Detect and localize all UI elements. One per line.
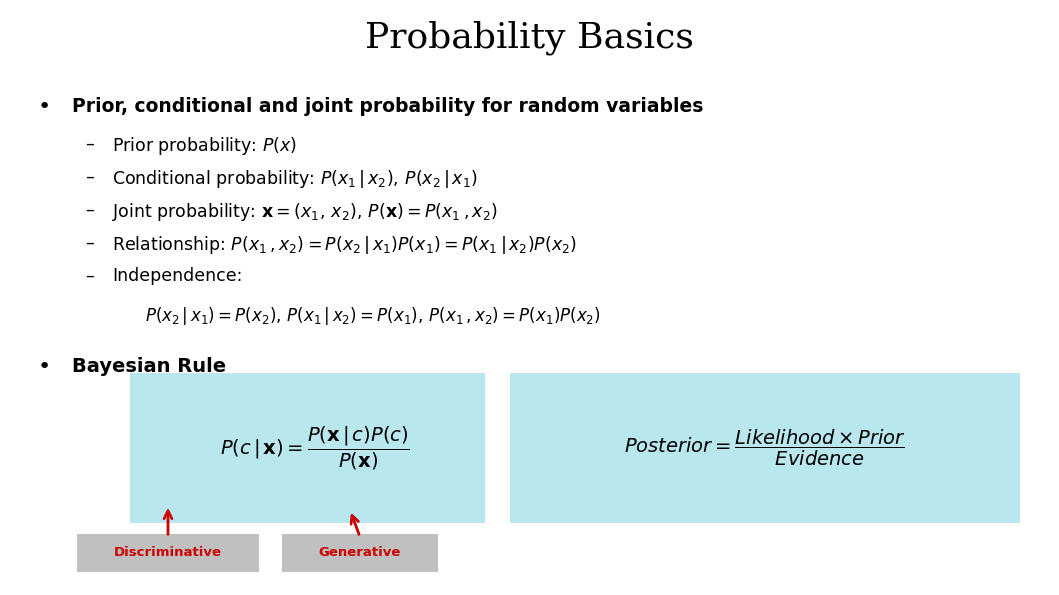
Text: Bayesian Rule: Bayesian Rule bbox=[72, 357, 227, 376]
Text: –: – bbox=[85, 234, 94, 252]
Text: •: • bbox=[38, 97, 51, 117]
FancyBboxPatch shape bbox=[130, 373, 485, 523]
Text: •: • bbox=[38, 357, 51, 377]
Text: $P(c\,|\,\mathbf{x})=\dfrac{P(\mathbf{x}\,|\,c)P(c)}{P(\mathbf{x})}$: $P(c\,|\,\mathbf{x})=\dfrac{P(\mathbf{x}… bbox=[219, 424, 410, 472]
Text: –: – bbox=[85, 135, 94, 153]
Text: $\mathit{Posterior}=\dfrac{\mathit{Likelihood}\times\mathit{Prior}}{\mathit{Evid: $\mathit{Posterior}=\dfrac{\mathit{Likel… bbox=[624, 428, 905, 468]
Text: –: – bbox=[85, 168, 94, 186]
Text: Independence:: Independence: bbox=[112, 267, 243, 285]
Text: Probability Basics: Probability Basics bbox=[365, 20, 694, 55]
Text: Joint probability: $\mathbf{x}=(x_1,\,x_2),\,P(\mathbf{x})=P(x_1\,,x_2)$: Joint probability: $\mathbf{x}=(x_1,\,x_… bbox=[112, 201, 498, 223]
Text: Relationship: $P(x_1\,,x_2)=P(x_2\,|\,x_1)P(x_1)=P(x_1\,|\,x_2)P(x_2)$: Relationship: $P(x_1\,,x_2)=P(x_2\,|\,x_… bbox=[112, 234, 577, 256]
Text: –: – bbox=[85, 201, 94, 219]
Text: –: – bbox=[85, 267, 94, 285]
Text: Conditional probability: $P(x_1\,|\,x_2),\,P(x_2\,|\,x_1)$: Conditional probability: $P(x_1\,|\,x_2)… bbox=[112, 168, 478, 190]
Text: Discriminative: Discriminative bbox=[114, 546, 222, 559]
Text: Generative: Generative bbox=[319, 546, 401, 559]
FancyBboxPatch shape bbox=[282, 534, 438, 572]
FancyBboxPatch shape bbox=[77, 534, 258, 572]
FancyBboxPatch shape bbox=[510, 373, 1020, 523]
Text: Prior, conditional and joint probability for random variables: Prior, conditional and joint probability… bbox=[72, 97, 703, 116]
Text: Prior probability: $P(x)$: Prior probability: $P(x)$ bbox=[112, 135, 297, 157]
Text: $P(x_2\,|\,x_1)=P(x_2),\,P(x_1\,|\,x_2)=P(x_1),\,P(x_1\,,x_2)=P(x_1)P(x_2)$: $P(x_2\,|\,x_1)=P(x_2),\,P(x_1\,|\,x_2)=… bbox=[145, 305, 600, 327]
